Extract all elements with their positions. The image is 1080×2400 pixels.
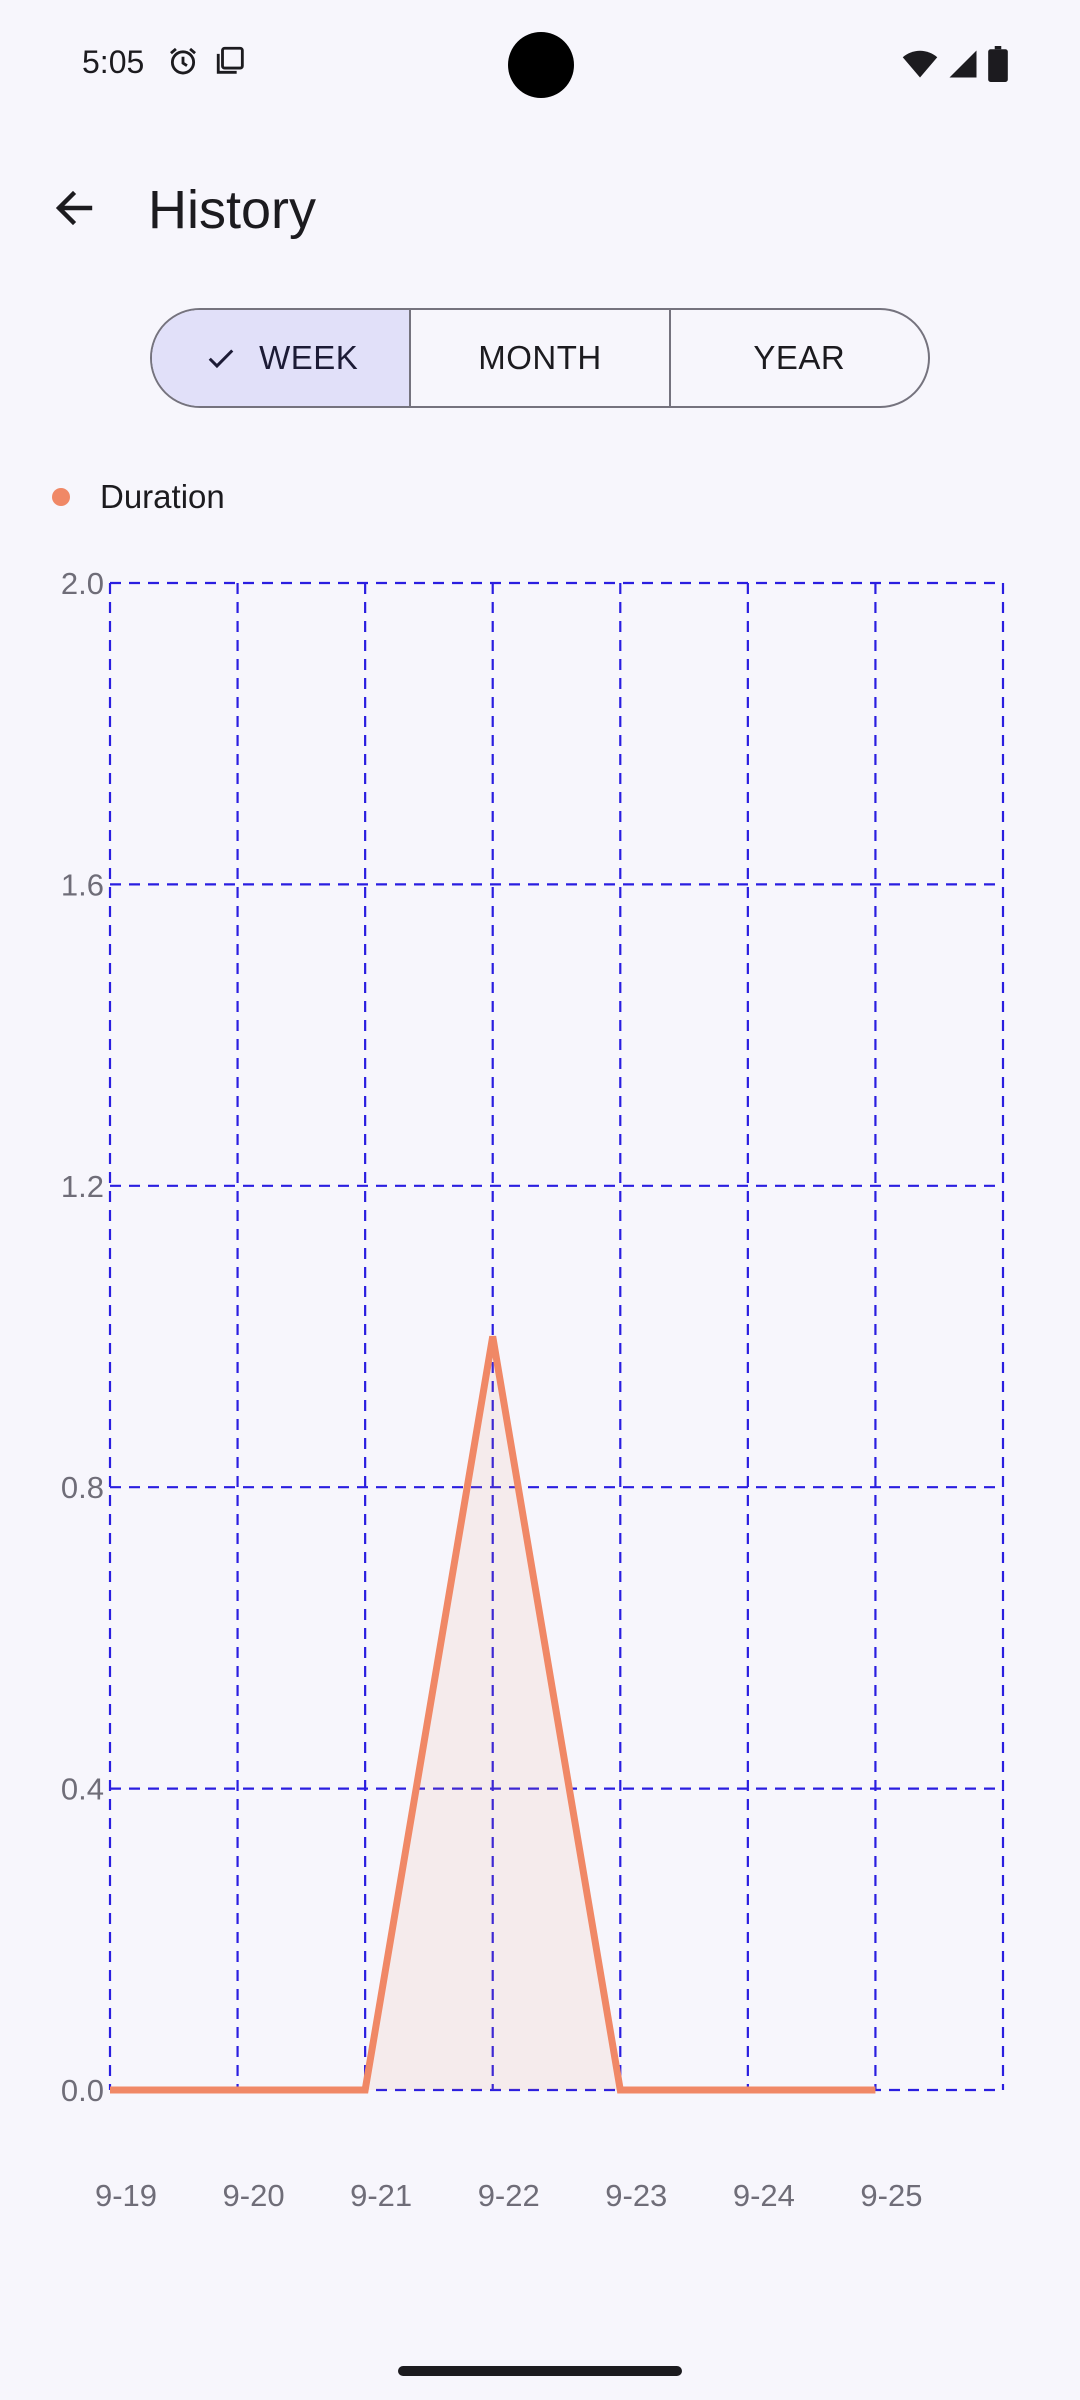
x-tick-label: 9-24 (733, 2178, 795, 2213)
y-tick-label: 1.2 (61, 1169, 104, 1204)
duration-chart: 0.00.40.81.21.62.0 9-19 9-20 9-21 9-22 9-23 9… (61, 566, 1005, 2213)
camera-cutout (508, 32, 574, 98)
alarm-icon (166, 44, 200, 83)
chart-area-layer (110, 1336, 876, 2090)
arrow-back-icon (50, 184, 98, 237)
segment-week-label: WEEK (259, 339, 359, 376)
status-bar: 5:05 (0, 0, 1080, 130)
back-button[interactable] (42, 178, 106, 242)
status-icons-left (166, 44, 248, 83)
legend-label: Duration (100, 478, 225, 515)
battery-icon (988, 46, 1008, 87)
chart-legend: Duration (52, 478, 225, 516)
x-tick-label: 9-25 (860, 2178, 922, 2213)
x-tick-label: 9-23 (605, 2178, 667, 2213)
chart-grid (108, 581, 1005, 2092)
y-tick-label: 0.8 (61, 1470, 104, 1505)
period-segmented-control: WEEK MONTH YEAR (150, 308, 930, 408)
page-title: History (148, 180, 317, 240)
x-axis: 9-19 9-20 9-21 9-22 9-23 9-24 9-25 (95, 2178, 922, 2213)
y-tick-label: 0.4 (61, 1772, 104, 1807)
wifi-icon (902, 48, 938, 85)
x-tick-label: 9-20 (223, 2178, 285, 2213)
x-tick-label: 9-19 (95, 2178, 157, 2213)
segment-month-label: MONTH (478, 339, 602, 376)
signal-icon (948, 48, 978, 85)
status-icons-right (902, 46, 1008, 87)
segment-week[interactable]: WEEK (152, 310, 412, 406)
home-indicator (398, 2366, 682, 2376)
y-tick-label: 0.0 (61, 2073, 104, 2108)
y-tick-label: 1.6 (61, 867, 104, 902)
screen-share-icon (214, 44, 248, 83)
chart-line-layer (109, 1335, 876, 2094)
status-time: 5:05 (82, 44, 145, 80)
series-area-fill (110, 1336, 876, 2090)
app-bar: History (0, 150, 1080, 270)
segment-year-label: YEAR (753, 339, 846, 376)
y-tick-label: 2.0 (61, 566, 104, 601)
segment-year[interactable]: YEAR (671, 310, 928, 406)
check-icon (203, 340, 239, 376)
legend-swatch (52, 488, 70, 506)
x-tick-label: 9-21 (350, 2178, 412, 2213)
x-tick-label: 9-22 (478, 2178, 540, 2213)
segment-month[interactable]: MONTH (411, 310, 671, 406)
y-axis: 0.0 0.4 0.8 1.2 1.6 2.0 (61, 566, 104, 2108)
